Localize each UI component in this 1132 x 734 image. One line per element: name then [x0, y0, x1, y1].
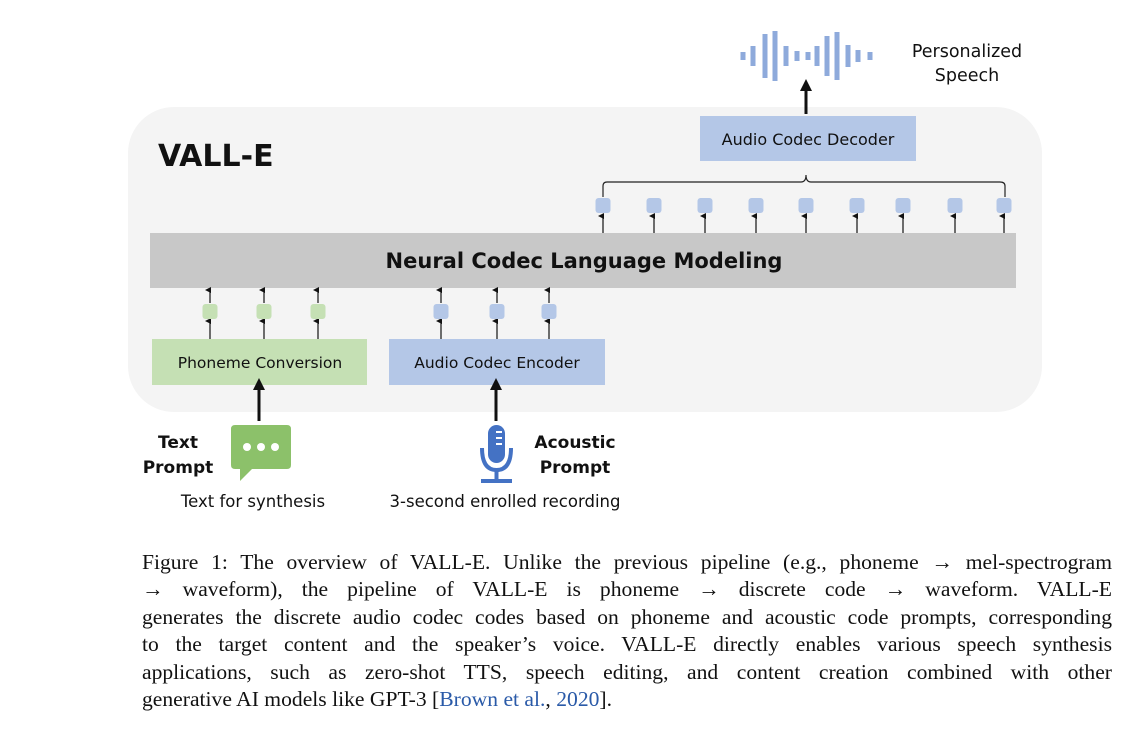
- caption-last-line: generative AI models like GPT-3 [Brown e…: [142, 686, 1112, 713]
- chat-bubble-icon: [231, 425, 291, 481]
- caption-line: applications, such as zero-shot TTS, spe…: [142, 659, 1112, 684]
- phoneme-token: [256, 304, 272, 319]
- neural-codec-lm: [150, 233, 1016, 288]
- output-label-2: Speech: [935, 66, 999, 86]
- waveform-icon: [740, 31, 873, 81]
- citation-year-link[interactable]: 2020: [556, 687, 600, 712]
- acoustic-prompt-label-1: Acoustic: [534, 433, 615, 453]
- waveform-bar: [845, 45, 851, 67]
- acoustic-token: [433, 304, 449, 319]
- acoustic-prompt-label-2: Prompt: [540, 458, 611, 478]
- output-codec-token: [595, 198, 611, 213]
- phoneme-conversion: [152, 339, 367, 385]
- waveform-bar: [783, 46, 789, 66]
- output-label-1: Personalized: [912, 42, 1022, 62]
- output-codec-token: [895, 198, 911, 213]
- audio-codec-decoder: [700, 116, 916, 161]
- acoustic-token: [541, 304, 557, 319]
- text-prompt-caption: Text for synthesis: [180, 492, 325, 511]
- waveform-bar: [805, 52, 811, 60]
- waveform-bar: [750, 46, 756, 66]
- waveform-bar: [834, 32, 840, 80]
- caption-line: generates the discrete audio codec codes…: [142, 604, 1112, 629]
- waveform-bar: [772, 31, 778, 81]
- acoustic-token: [489, 304, 505, 319]
- citation-author-link[interactable]: Brown et al.: [439, 687, 546, 712]
- output-codec-token: [947, 198, 963, 213]
- caption-line: generative AI models like GPT-3 [: [142, 687, 440, 712]
- lm-label: Neural Codec Language Modeling: [386, 249, 783, 273]
- decoder-label: Audio Codec Decoder: [722, 130, 895, 149]
- output-codec-token: [996, 198, 1012, 213]
- waveform-bar: [740, 52, 746, 60]
- citation-sep: ,: [545, 687, 557, 712]
- waveform-bar: [762, 34, 768, 78]
- waveform-bar: [855, 50, 861, 62]
- vall-e-diagram: VALL-E Personalized Speech Audio Codec D…: [128, 31, 1042, 511]
- acoustic-prompt-caption: 3-second enrolled recording: [390, 492, 621, 511]
- output-codec-token: [646, 198, 662, 213]
- caption-line: Figure 1: The overview of VALL-E. Unlike…: [142, 550, 1112, 574]
- figure-caption: Figure 1: The overview of VALL-E. Unlike…: [142, 549, 1112, 713]
- phoneme-label: Phoneme Conversion: [178, 354, 342, 372]
- text-prompt-label-2: Prompt: [143, 458, 214, 478]
- bracket: [602, 174, 1006, 197]
- output-codec-token: [748, 198, 764, 213]
- caption-line: → waveform), the pipeline of VALL-E is p…: [142, 577, 1112, 602]
- waveform-bar: [814, 46, 820, 66]
- phoneme-token: [310, 304, 326, 319]
- text-prompt-label-1: Text: [158, 433, 198, 453]
- waveform-bar: [867, 52, 873, 60]
- phoneme-token: [202, 304, 218, 319]
- waveform-bar: [794, 51, 800, 61]
- caption-line: to the target content and the speaker’s …: [142, 632, 1112, 657]
- waveform-bar: [824, 36, 830, 76]
- audio-codec-encoder: [389, 339, 605, 385]
- caption-end: ].: [599, 687, 612, 712]
- encoder-label: Audio Codec Encoder: [414, 354, 580, 372]
- microphone-icon: [480, 425, 513, 483]
- output-codec-token: [697, 198, 713, 213]
- model-title: VALL-E: [158, 139, 274, 174]
- output-codec-token: [849, 198, 865, 213]
- output-codec-token: [798, 198, 814, 213]
